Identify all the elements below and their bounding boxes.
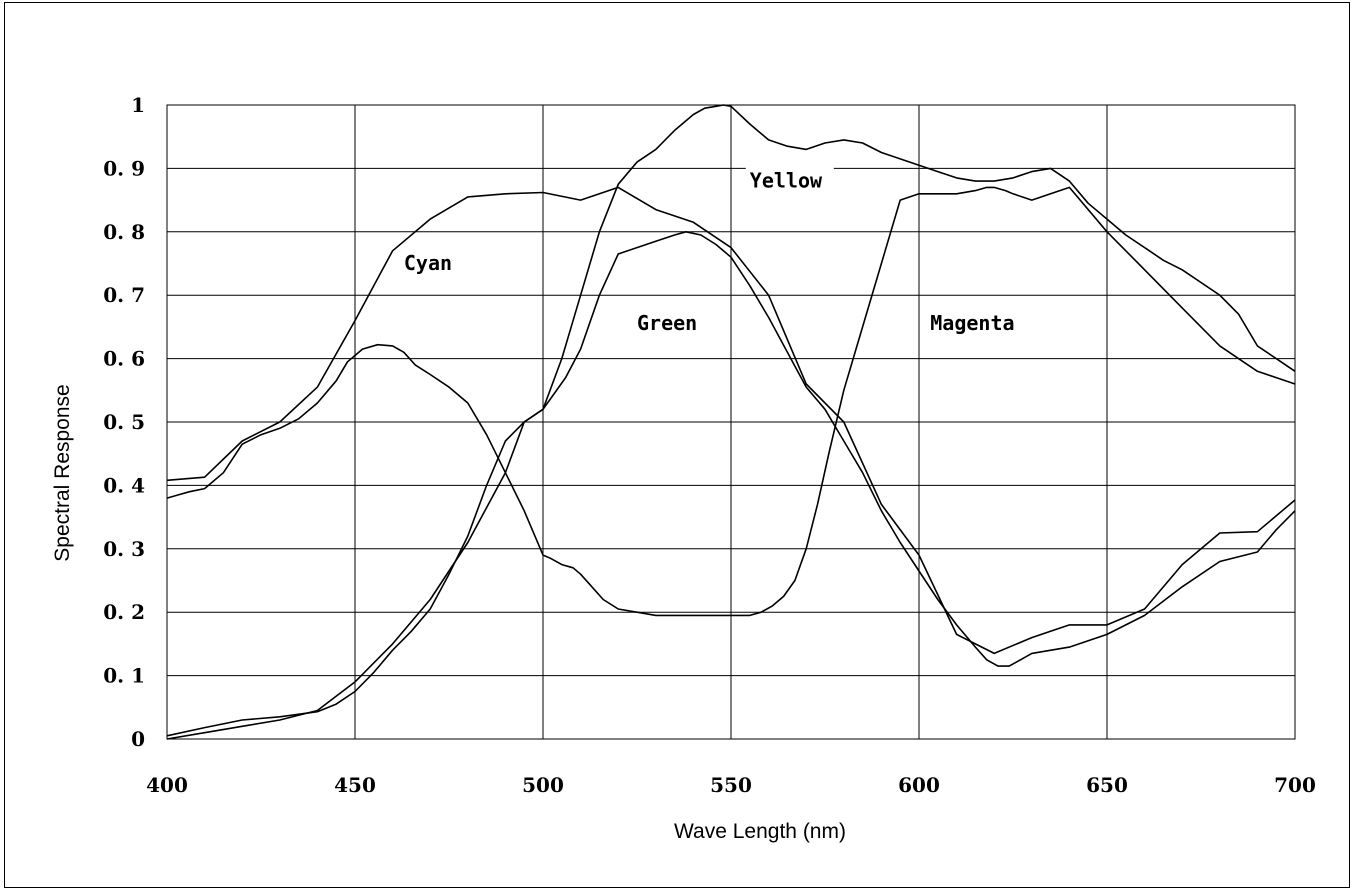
curve-label-magenta: Magenta bbox=[930, 311, 1014, 335]
x-tick-label: 500 bbox=[522, 773, 564, 797]
y-tick-label: 0. 7 bbox=[103, 283, 145, 307]
plot-area-border bbox=[166, 104, 1296, 740]
curve-label-bg bbox=[399, 248, 462, 277]
x-tick-labels: 400 450 500 550 600 650 700 bbox=[146, 773, 1316, 797]
y-tick-label: 0. 2 bbox=[103, 600, 145, 624]
curve-labels: Cyan Green Yellow Magenta bbox=[399, 166, 1028, 338]
curve-label-bg bbox=[926, 309, 1028, 338]
series-line-yellow bbox=[166, 186, 1296, 655]
x-tick-label: 650 bbox=[1086, 773, 1128, 797]
series-line-magenta bbox=[166, 104, 1296, 740]
x-axis-title: Wave Length (nm) bbox=[674, 820, 846, 843]
y-tick-label: 0. 4 bbox=[103, 473, 145, 497]
y-tick-label: 0. 5 bbox=[103, 410, 145, 434]
x-tick-label: 700 bbox=[1274, 773, 1316, 797]
x-tick-label: 550 bbox=[710, 773, 752, 797]
x-tick-label: 400 bbox=[146, 773, 188, 797]
curve-label-green: Green bbox=[637, 311, 697, 335]
x-tick-label: 450 bbox=[334, 773, 376, 797]
curve-label-bg bbox=[633, 309, 708, 338]
curve-label-yellow: Yellow bbox=[750, 168, 823, 192]
y-axis-title: Spectral Response bbox=[51, 384, 74, 561]
y-tick-label: 0. 8 bbox=[103, 220, 145, 244]
y-tick-label: 0. 9 bbox=[103, 156, 145, 180]
series-line-cyan bbox=[166, 186, 1296, 617]
y-tick-label: 1 bbox=[131, 93, 145, 117]
y-tick-label: 0. 3 bbox=[103, 537, 145, 561]
y-tick-labels: 0 0. 1 0. 2 0. 3 0. 4 0. 5 0. 6 0. 7 0. 8 0. 9 1 bbox=[103, 93, 145, 751]
series-curves bbox=[166, 104, 1296, 740]
spectral-response-chart: 400 450 500 550 600 650 700 00. 10. 20. 30. 40… bbox=[51, 93, 1316, 843]
curve-label-bg bbox=[745, 166, 834, 195]
series-line-green bbox=[166, 231, 1296, 737]
curve-label-cyan: Cyan bbox=[404, 251, 452, 275]
y-tick-label: 0 bbox=[131, 727, 145, 751]
grid-lines bbox=[166, 104, 1296, 740]
x-tick-label: 600 bbox=[898, 773, 940, 797]
y-tick-label: 0. 1 bbox=[103, 664, 145, 688]
y-tick-label: 0. 6 bbox=[103, 347, 145, 371]
